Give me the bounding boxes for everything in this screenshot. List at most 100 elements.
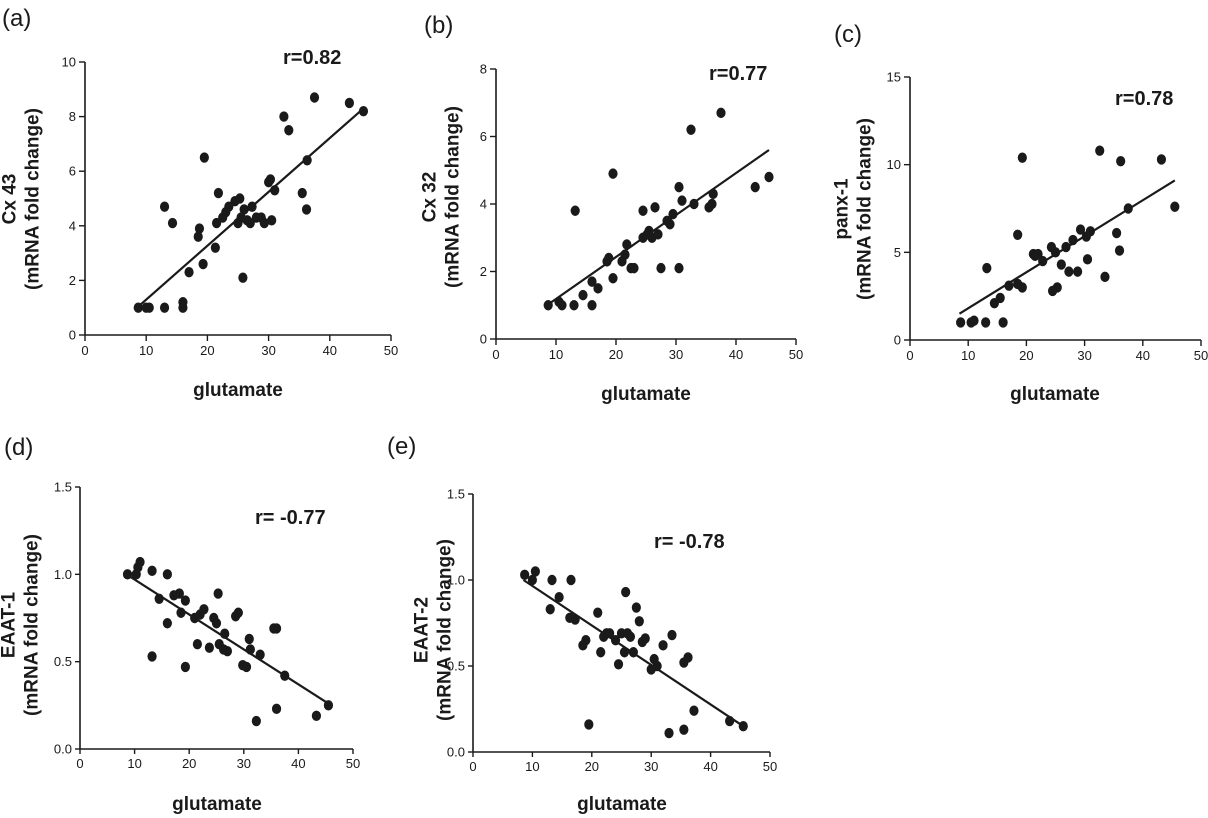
data-point <box>284 125 294 136</box>
data-point <box>122 569 133 580</box>
data-point <box>570 614 580 625</box>
data-point <box>570 205 580 216</box>
panel-c: (c) 0 10 20 30 40 50 0 5 10 15 glutamate panx-1(mRNA… <box>832 21 1208 405</box>
x-tick-label: 0 <box>76 756 83 771</box>
data-point <box>193 231 203 242</box>
data-point <box>530 566 540 577</box>
data-point <box>211 618 222 629</box>
data-point <box>184 267 194 278</box>
data-point <box>578 289 588 301</box>
y-tick-label: 1.5 <box>54 480 72 495</box>
regression-line <box>125 573 330 705</box>
data-point <box>981 317 991 328</box>
data-point <box>674 262 684 274</box>
data-point <box>1085 226 1096 237</box>
data-point <box>280 670 290 681</box>
x-tick-label: 20 <box>609 347 623 362</box>
x-tick-label: 10 <box>127 756 141 771</box>
data-point <box>180 595 190 606</box>
data-point <box>1038 255 1048 267</box>
panel-letter: (e) <box>387 433 416 460</box>
data-point <box>1170 201 1180 212</box>
data-point <box>653 229 663 240</box>
data-point <box>239 204 249 215</box>
x-tick-label: 10 <box>139 343 153 358</box>
data-point <box>1116 155 1126 167</box>
y-tick-label: 1.0 <box>447 573 465 588</box>
data-point <box>297 187 307 199</box>
data-point <box>593 283 603 294</box>
data-point <box>656 262 666 274</box>
data-point <box>605 628 615 639</box>
data-point <box>222 645 233 657</box>
data-point <box>213 588 223 599</box>
data-point <box>664 727 674 739</box>
x-tick-label: 50 <box>763 759 777 774</box>
x-tick-label: 10 <box>961 348 975 363</box>
data-point <box>245 644 255 655</box>
panel-letter: (a) <box>2 5 31 32</box>
correlation-label: r= -0.78 <box>654 531 725 553</box>
data-point <box>1064 266 1074 277</box>
data-point <box>213 187 224 199</box>
data-point <box>167 217 178 229</box>
data-point <box>259 217 269 229</box>
data-point <box>233 607 243 618</box>
x-tick-label: 30 <box>669 347 683 362</box>
y-tick-label: 0.0 <box>54 742 72 757</box>
data-point <box>667 629 677 641</box>
data-point <box>686 124 696 135</box>
data-point <box>154 593 164 604</box>
x-tick-label: 30 <box>237 756 251 771</box>
panel-b: (b) 0 10 20 30 40 50 0 2 4 6 8 glutamate Cx 32(mRNA f… <box>420 12 804 405</box>
x-axis-label: glutamate <box>577 794 667 815</box>
data-point <box>689 198 699 210</box>
y-axis-label: EAAT-2(mRNA fold change) <box>412 539 456 721</box>
x-axis-label: glutamate <box>172 794 262 815</box>
data-point <box>619 647 630 658</box>
data-point <box>604 252 614 264</box>
data-point <box>628 647 638 658</box>
data-point <box>1061 241 1071 253</box>
correlation-label: r= -0.77 <box>255 507 326 529</box>
data-point <box>629 262 639 274</box>
data-point <box>162 569 172 580</box>
data-point <box>358 105 369 117</box>
data-point <box>1112 227 1122 239</box>
data-point <box>674 181 684 193</box>
data-point <box>1017 152 1027 163</box>
data-point <box>683 652 693 663</box>
data-point <box>1004 280 1014 291</box>
data-point <box>270 185 280 196</box>
data-point <box>969 315 979 326</box>
x-tick-label: 40 <box>323 343 337 358</box>
panel-letter: (c) <box>834 21 862 48</box>
data-point <box>998 317 1008 328</box>
data-point <box>995 292 1005 304</box>
x-tick-label: 40 <box>1136 348 1150 363</box>
x-tick-label: 0 <box>492 347 499 362</box>
data-point <box>764 171 774 183</box>
x-tick-label: 50 <box>789 347 803 362</box>
data-point <box>638 205 648 216</box>
y-axis-label: EAAT-1(mRNA fold change) <box>0 534 42 716</box>
data-point <box>1073 266 1083 277</box>
data-point <box>566 574 576 586</box>
panel-e: (e) 0 10 20 30 40 50 0.0 0.5 1.0 1.5 glutamate EAAT-… <box>387 433 777 815</box>
data-point <box>1114 245 1125 256</box>
x-tick-label: 20 <box>200 343 214 358</box>
panel-letter: (d) <box>4 434 33 461</box>
data-point <box>1013 229 1023 240</box>
data-point <box>267 215 277 226</box>
x-tick-label: 10 <box>525 759 539 774</box>
data-point <box>198 258 208 270</box>
x-tick-label: 20 <box>1019 348 1033 363</box>
y-tick-label: 1.0 <box>54 567 72 582</box>
data-point <box>621 586 631 598</box>
y-tick-label: 15 <box>887 70 901 85</box>
data-point <box>238 272 248 283</box>
y-tick-label: 2 <box>480 264 487 279</box>
data-point <box>554 592 564 603</box>
data-point <box>309 92 320 103</box>
data-point <box>620 249 630 260</box>
